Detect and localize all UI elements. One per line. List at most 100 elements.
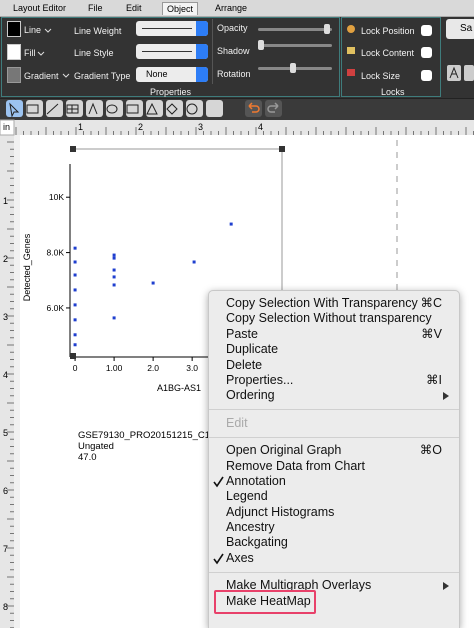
caption-line: 47.0 bbox=[78, 452, 97, 463]
slider-knob bbox=[258, 40, 264, 50]
menu-item[interactable]: Ordering bbox=[209, 388, 459, 403]
menu-item: Edit bbox=[209, 416, 459, 431]
ruler-number: 7 bbox=[3, 544, 8, 554]
line-sample bbox=[142, 28, 192, 29]
dropdown-button bbox=[196, 44, 208, 59]
data-point bbox=[112, 253, 116, 257]
dropdown-button bbox=[196, 67, 208, 82]
tool-button[interactable] bbox=[46, 100, 63, 117]
lock-size-checkbox[interactable] bbox=[421, 70, 432, 81]
menu-shortcut: ⌘I bbox=[426, 372, 442, 387]
menu-item[interactable]: Copy Selection Without transparency bbox=[209, 311, 459, 326]
selection-handle bbox=[70, 146, 76, 152]
gradient-type-dropdown[interactable]: None bbox=[136, 67, 208, 82]
menu-shortcut: ⌘O bbox=[419, 443, 442, 458]
selection-handle bbox=[279, 146, 285, 152]
section-border bbox=[1, 17, 340, 97]
menu-shortcut: ⌘V bbox=[421, 326, 442, 341]
check-path bbox=[213, 476, 224, 488]
menu-item[interactable]: Open Original Graph ⌘O bbox=[209, 443, 459, 458]
check-path bbox=[213, 553, 224, 565]
ruler-number: 5 bbox=[3, 428, 8, 438]
menu-item[interactable]: Axes bbox=[209, 551, 459, 566]
data-point bbox=[112, 275, 116, 279]
menu-item-label: Make Multigraph Overlays bbox=[226, 578, 372, 593]
data-point bbox=[229, 222, 233, 226]
line-swatch bbox=[7, 21, 21, 37]
menu-separator bbox=[209, 436, 459, 438]
menu-item[interactable]: Make Multigraph Overlays bbox=[209, 578, 459, 593]
data-point bbox=[73, 303, 77, 307]
menu-tab[interactable]: Layout Editor bbox=[13, 3, 67, 13]
ruler-number: 2 bbox=[3, 254, 8, 264]
menu-item[interactable]: Paste ⌘V bbox=[209, 327, 459, 342]
ruler-number: 1 bbox=[3, 196, 8, 206]
menu-tab[interactable]: Edit bbox=[126, 3, 142, 13]
ribbon bbox=[0, 17, 474, 98]
menu-item[interactable]: Duplicate bbox=[209, 342, 459, 357]
lock-content-checkbox[interactable] bbox=[421, 47, 432, 58]
menu-item[interactable]: Copy Selection With Transparency ⌘C bbox=[209, 296, 459, 311]
menu-item-label: Annotation bbox=[226, 473, 286, 488]
data-point bbox=[73, 260, 77, 264]
selection-handle bbox=[70, 353, 76, 359]
shadow-label: Shadow bbox=[217, 46, 250, 56]
menu-item[interactable]: Delete bbox=[209, 358, 459, 373]
tab-bar bbox=[0, 0, 474, 17]
data-point bbox=[151, 281, 155, 285]
style-box[interactable]: Sa bbox=[446, 19, 474, 39]
menu-tab[interactable]: Object bbox=[162, 2, 199, 15]
lock-size-label: Lock Size bbox=[361, 71, 401, 81]
menu-item[interactable]: Adjunct Histograms bbox=[209, 505, 459, 520]
opacity-label: Opacity bbox=[217, 23, 248, 33]
slider-knob bbox=[290, 63, 296, 73]
y-tick-label: 6.0K bbox=[47, 303, 65, 313]
shadow-slider[interactable] bbox=[258, 40, 332, 50]
menu-item-label: Backgating bbox=[226, 535, 288, 550]
lock-content-label: Lock Content bbox=[361, 48, 415, 58]
dropdown-button bbox=[196, 21, 208, 36]
line-weight-label: Line Weight bbox=[74, 26, 122, 36]
opacity-slider[interactable] bbox=[258, 24, 332, 34]
data-point bbox=[73, 288, 77, 292]
gradient-type-value: None bbox=[146, 69, 168, 79]
menu-item[interactable]: Ancestry bbox=[209, 520, 459, 535]
menu-item-label: Paste bbox=[226, 326, 258, 341]
lock-position-checkbox[interactable] bbox=[421, 25, 432, 36]
highlight-box bbox=[214, 589, 316, 614]
tool-button[interactable] bbox=[206, 100, 223, 117]
check-mark bbox=[213, 553, 224, 565]
line-style-dropdown[interactable] bbox=[136, 44, 208, 59]
menu-item-label: Ordering bbox=[226, 388, 275, 403]
section-border bbox=[341, 17, 441, 97]
rotation-slider[interactable] bbox=[258, 63, 332, 73]
unit-box bbox=[0, 119, 15, 136]
lock-position-label: Lock Position bbox=[361, 26, 415, 36]
data-point bbox=[112, 256, 116, 260]
menu-item[interactable]: Remove Data from Chart bbox=[209, 459, 459, 474]
menu-item-label: Properties... bbox=[226, 372, 294, 387]
properties-label: Properties bbox=[150, 87, 192, 97]
menu-shortcut: ⌘C bbox=[420, 296, 442, 310]
fill-swatch bbox=[7, 44, 21, 60]
ruler-number: 4 bbox=[258, 122, 263, 132]
menu-item[interactable]: Backgating bbox=[209, 535, 459, 550]
menu-tab[interactable]: Arrange bbox=[215, 3, 248, 13]
menu-item-label: Remove Data from Chart bbox=[226, 458, 365, 473]
menu-tab[interactable]: File bbox=[88, 3, 103, 13]
data-point bbox=[112, 268, 116, 272]
x-tick-label: 3.0 bbox=[186, 363, 198, 373]
rotation-label: Rotation bbox=[217, 69, 251, 79]
slider-knob bbox=[324, 24, 330, 34]
menu-item-label: Adjunct Histograms bbox=[226, 504, 335, 519]
menu-item[interactable]: Legend bbox=[209, 489, 459, 504]
x-tick-label: 1.00 bbox=[106, 363, 123, 373]
menu-item-label: Delete bbox=[226, 357, 263, 372]
menu-item[interactable]: Annotation bbox=[209, 474, 459, 489]
line-weight-dropdown[interactable] bbox=[136, 21, 208, 36]
context-menu: Copy Selection With Transparency ⌘C Copy S… bbox=[208, 290, 460, 628]
style-sample: Sa bbox=[460, 23, 473, 34]
x-tick-label: 0 bbox=[73, 363, 78, 373]
menu-item[interactable]: Make HeatMap bbox=[209, 589, 459, 614]
menu-item[interactable]: Properties... ⌘I bbox=[209, 373, 459, 388]
